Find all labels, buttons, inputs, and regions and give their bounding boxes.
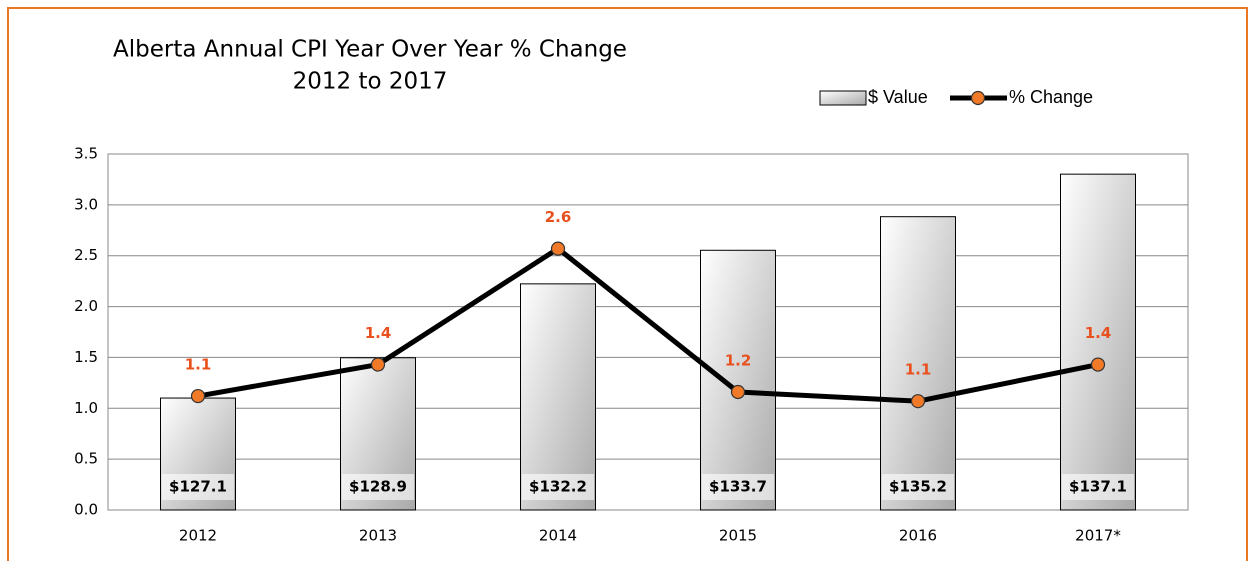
line-label: 1.2 [725,352,752,370]
line-label: 1.1 [185,356,212,374]
y-tick-label: 2.0 [74,297,98,315]
bar-label-bg [1062,474,1134,500]
bar-label-bg [882,474,954,500]
bar [700,249,776,511]
plot-area [107,153,1189,511]
line-label: 1.1 [905,361,932,379]
bar-label: $128.9 [349,478,407,496]
marker [1090,357,1106,372]
y-tick-label: 3.0 [74,195,98,213]
marker [550,241,566,256]
bar-label: $133.7 [709,478,767,496]
legend-label: $ Value [868,87,928,107]
y-tick-label: 0.5 [74,450,98,468]
line-label: 1.4 [1085,324,1112,342]
marker [190,388,206,404]
y-tick-label: 2.5 [74,246,98,264]
x-tick-label: 2015 [719,527,757,545]
bar-label-bg [522,474,594,500]
legend-marker [970,90,986,106]
bar-label: $137.1 [1069,478,1127,496]
line-label: 2.6 [545,208,572,226]
line [197,246,1099,404]
bar-label-bg [342,474,414,500]
marker [730,384,746,400]
bar-label: $127.1 [169,478,227,496]
line-label: 1.4 [365,324,392,342]
y-tick-label: 1.0 [74,399,98,417]
y-tick-label: 1.5 [74,348,98,366]
x-tick-label: 2017* [1075,527,1121,545]
bar-label: $132.2 [529,478,587,496]
marker [370,357,386,372]
x-tick-label: 2013 [359,527,397,545]
x-tick-label: 2014 [539,527,577,545]
marker [910,394,926,409]
y-tick-label: 0.0 [74,501,98,519]
bar [1060,173,1136,511]
bar [880,216,956,511]
chart-title: Alberta Annual CPI Year Over Year % Chan… [113,37,627,63]
chart-border [7,7,1248,561]
bar [520,283,596,511]
x-tick-label: 2012 [179,527,217,545]
bar-label: $135.2 [889,478,947,496]
bar-label-bg [702,474,774,500]
y-tick-label: 3.5 [74,145,98,163]
x-tick-label: 2016 [899,527,937,545]
chart-subtitle: 2012 to 2017 [293,69,448,95]
legend-swatch [819,90,867,106]
bar-label-bg [162,474,234,500]
legend-label: % Change [1009,87,1093,107]
